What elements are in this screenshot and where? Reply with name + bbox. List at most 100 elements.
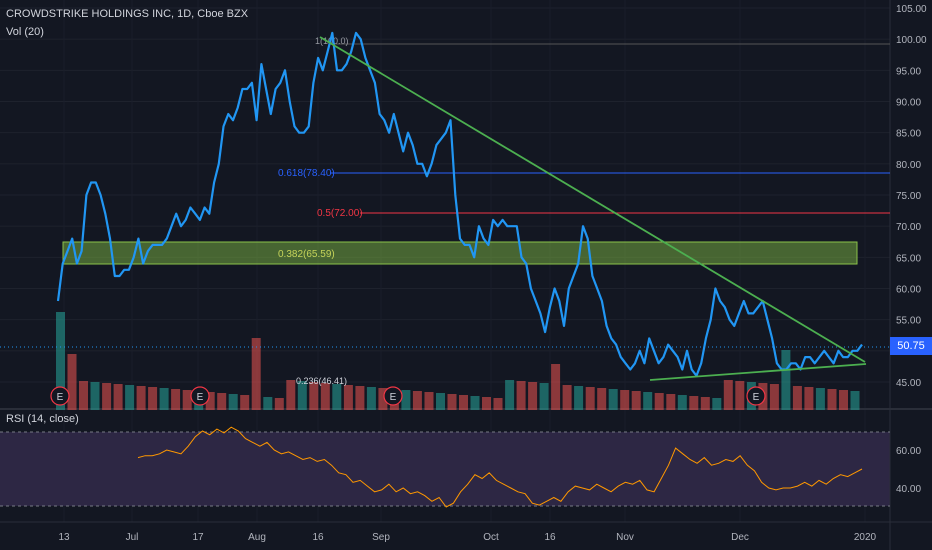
volume-bar	[56, 312, 65, 410]
rsi-label: RSI (14, close)	[6, 413, 79, 425]
volume-bar	[309, 382, 319, 410]
volume-bar	[171, 389, 181, 410]
volume-bar	[90, 382, 100, 410]
volume-bar	[343, 385, 353, 410]
volume-bar	[136, 386, 146, 410]
volume-bar	[700, 397, 710, 410]
volume-bar	[482, 397, 491, 410]
volume-bar	[723, 380, 733, 410]
fib-236-label: 0.236(46.41)	[296, 376, 347, 386]
volume-bar	[562, 385, 572, 410]
time-tick: 17	[192, 532, 204, 543]
volume-bar	[263, 397, 273, 410]
volume-bar	[792, 386, 802, 410]
earnings-marker-label: E	[753, 392, 760, 403]
price-tick: 75.00	[896, 191, 921, 202]
volume-bar	[493, 398, 503, 410]
volume-bar	[781, 350, 791, 410]
price-tick: 95.00	[896, 66, 921, 77]
volume-bar	[505, 380, 515, 410]
volume-bar	[447, 394, 457, 410]
fib-100-label: 1(100.0)	[315, 36, 349, 46]
volume-bar	[102, 383, 112, 410]
volume-bar	[148, 387, 158, 410]
volume-bar	[654, 393, 664, 410]
volume-bar	[620, 390, 630, 410]
time-tick: Oct	[483, 532, 499, 543]
volume-bar	[839, 390, 848, 410]
time-tick: 16	[544, 532, 556, 543]
fib-50-label: 0.5(72.00)	[317, 208, 363, 219]
volume-bar	[182, 390, 192, 410]
volume-bar	[585, 387, 595, 410]
earnings-marker[interactable]	[50, 386, 70, 406]
earnings-marker-label: E	[57, 392, 64, 403]
volume-bar	[712, 398, 722, 410]
fib-618-label: 0.618(78.40)	[278, 168, 335, 179]
volume-bar	[769, 384, 779, 410]
volume-bar	[286, 380, 296, 410]
volume-bar	[804, 387, 814, 410]
time-tick: Nov	[616, 532, 634, 543]
volume-bar	[631, 391, 641, 410]
price-tick: 60.00	[896, 285, 921, 296]
volume-bar	[378, 388, 388, 410]
earnings-marker[interactable]	[383, 386, 403, 406]
volume-bar	[597, 388, 607, 410]
price-tick: 55.00	[896, 316, 921, 327]
volume-bar	[528, 382, 538, 410]
volume-bar	[459, 395, 468, 410]
price-tick: 45.00	[896, 378, 921, 389]
time-tick: Jul	[126, 532, 139, 543]
volume-bar	[79, 381, 88, 410]
volume-bar	[240, 395, 250, 410]
rsi-tick: 60.00	[896, 446, 921, 457]
trendline-upper[interactable]	[319, 36, 866, 363]
volume-bar	[850, 391, 860, 410]
volume-bar	[113, 384, 123, 410]
volume-bar	[67, 354, 77, 410]
volume-bar	[332, 384, 342, 410]
earnings-marker-label: E	[390, 392, 397, 403]
rsi-line	[137, 426, 863, 508]
volume-bar	[827, 389, 837, 410]
volume-bar	[297, 381, 307, 410]
volume-bar	[320, 383, 330, 410]
rsi-axis: 60.00 40.00	[896, 446, 921, 495]
rsi-band	[0, 432, 890, 506]
volume-bar	[251, 338, 261, 410]
price-tick: 105.00	[896, 4, 927, 15]
volume-bar	[539, 383, 549, 410]
volume-bar	[355, 386, 365, 410]
price-tick: 90.00	[896, 98, 921, 109]
earnings-marker[interactable]	[190, 386, 210, 406]
time-axis: 13 Jul 17 Aug 16 Sep Oct 16 Nov Dec 2020	[58, 532, 876, 543]
earnings-marker[interactable]	[746, 386, 766, 406]
volume-bar	[551, 364, 561, 410]
time-tick: Sep	[372, 532, 390, 543]
price-line	[56, 31, 863, 377]
volume-bar	[274, 398, 284, 410]
price-tick: 65.00	[896, 253, 921, 264]
price-tick: 85.00	[896, 129, 921, 140]
last-price-badge: 50.75	[890, 337, 932, 355]
volume-bar	[366, 387, 376, 410]
volume-bar	[689, 396, 699, 410]
volume-bar	[205, 392, 215, 410]
volume-bar	[436, 393, 445, 410]
chart-title: CROWDSTRIKE HOLDINGS INC, 1D, Cboe BZX	[6, 8, 249, 20]
volume-bar	[217, 393, 227, 410]
time-tick: Dec	[731, 532, 749, 543]
price-tick: 100.00	[896, 35, 927, 46]
volume-bar	[159, 388, 169, 410]
volume-bar	[574, 386, 584, 410]
volume-bar	[735, 381, 745, 410]
fib-zone	[62, 241, 858, 265]
volume-bar	[643, 392, 653, 410]
volume-bar	[815, 388, 825, 410]
volume-bar	[228, 394, 238, 410]
volume-bar	[401, 390, 411, 410]
trendline-lower[interactable]	[649, 363, 867, 381]
